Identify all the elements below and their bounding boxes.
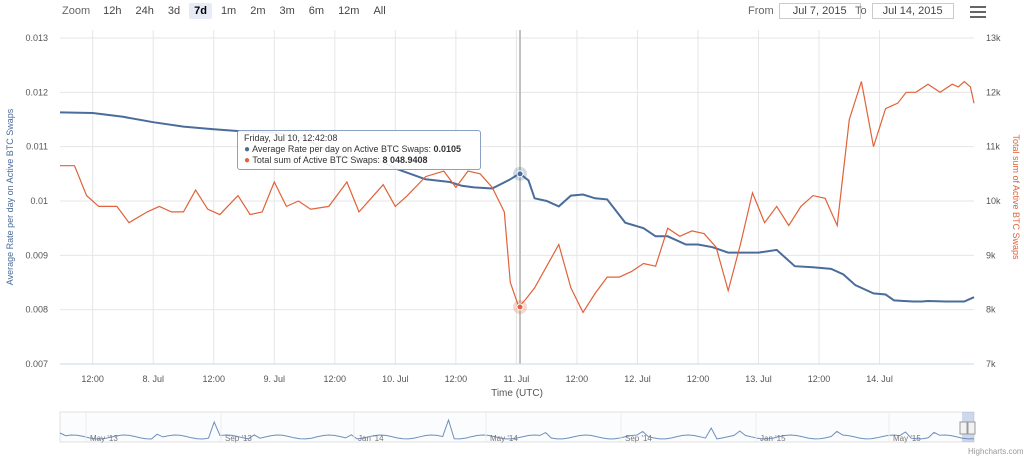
tooltip-rate-value: 0.0105 (433, 144, 462, 154)
from-date-input[interactable]: Jul 7, 2015 (778, 3, 861, 19)
y-left-tick-label: 0.009 (25, 250, 48, 260)
y-left-axis-title: Average Rate per day on Active BTC Swaps (5, 108, 15, 285)
x-tick-label: 11. Jul (503, 374, 529, 384)
series-layer (59, 80, 975, 315)
zoom-button-24h[interactable]: 24h (135, 5, 154, 17)
x-tick-label: 12:00 (202, 374, 225, 384)
navigator-tick-label: Sep '13 (225, 434, 252, 443)
y-right-tick-label: 12k (986, 87, 1001, 97)
x-tick-label: 12:00 (81, 374, 104, 384)
tooltip-rate-label: Average Rate per day on Active BTC Swaps… (252, 144, 434, 154)
highlight-point-total (516, 303, 524, 311)
zoom-bar: Zoom 12h 24h 3d 7d 1m 2m 3m 6m 12m All (62, 2, 391, 20)
x-tick-label: 13. Jul (745, 374, 772, 384)
y-right-tick-label: 8k (986, 305, 996, 315)
zoom-button-3d[interactable]: 3d (167, 5, 181, 17)
y-left-tick-label: 0.011 (26, 142, 48, 152)
x-tick-label: 12. Jul (624, 374, 651, 384)
navigator-tick-label: Sep '14 (625, 434, 652, 443)
highlight-point-rate (516, 170, 524, 178)
hamburger-menu-icon[interactable] (970, 6, 986, 18)
zoom-button-12h[interactable]: 12h (103, 5, 122, 17)
y-right-tick-label: 9k (986, 250, 996, 260)
navigator-tick-label: May '13 (90, 434, 118, 443)
navigator-series (59, 418, 975, 440)
y-right-tick-label: 10k (986, 196, 1001, 206)
navigator-tick-label: Jan '15 (760, 434, 786, 443)
y-left-tick-label: 0.013 (25, 33, 48, 43)
x-tick-label: 12:00 (566, 374, 589, 384)
to-label: To (855, 5, 867, 17)
to-date-input[interactable]: Jul 14, 2015 (871, 3, 954, 19)
tooltip: Friday, Jul 10, 12:42:08 ● Average Rate … (237, 130, 481, 170)
zoom-button-3m[interactable]: 3m (279, 5, 295, 17)
navigator-tick-label: May '15 (893, 434, 921, 443)
from-label: From (748, 5, 774, 17)
zoom-button-12m[interactable]: 12m (338, 5, 360, 17)
tooltip-row-rate: ● Average Rate per day on Active BTC Swa… (244, 144, 462, 155)
y-right-tick-label: 11k (986, 142, 1000, 152)
y-left-tick-label: 0.008 (25, 305, 48, 315)
navigator-tick-label: May '14 (490, 434, 518, 443)
range-to: To Jul 14, 2015 (855, 3, 954, 19)
y-left-tick-label: 0.012 (25, 87, 48, 97)
x-tick-label: 10. Jul (382, 374, 409, 384)
series-line-rate (59, 111, 975, 303)
navigator-tick-label: Jan '14 (358, 434, 384, 443)
credits[interactable]: Highcharts.com (968, 447, 1024, 456)
grid (60, 30, 974, 365)
zoom-buttons: 12h 24h 3d 7d 1m 2m 3m 6m 12m All (98, 3, 391, 19)
y-left-tick-label: 0.007 (25, 359, 48, 369)
axes: 12:00 8. Jul 12:00 9. Jul 12:00 10. Jul 12:00 1… (5, 33, 1021, 399)
y-right-tick-label: 13k (986, 33, 1001, 43)
tooltip-header: Friday, Jul 10, 12:42:08 (244, 133, 338, 143)
zoom-button-1m[interactable]: 1m (220, 5, 237, 17)
navigator: May '13 Sep '13 Jan '14 May '14 Sep '14 Jan '… (59, 411, 976, 443)
tooltip-row-total: ● Total sum of Active BTC Swaps: 8 048.9… (244, 155, 428, 166)
zoom-label: Zoom (62, 5, 91, 17)
x-tick-label: 14. Jul (866, 374, 893, 384)
tooltip-total-label: Total sum of Active BTC Swaps: (252, 155, 383, 165)
zoom-button-7d[interactable]: 7d (189, 3, 212, 19)
zoom-button-2m[interactable]: 2m (250, 5, 266, 17)
zoom-button-6m[interactable]: 6m (308, 5, 325, 17)
range-from: From Jul 7, 2015 (748, 3, 861, 19)
x-tick-label: 12:00 (324, 374, 347, 384)
navigator-handle-left[interactable] (959, 421, 968, 435)
x-tick-label: 12:00 (687, 374, 710, 384)
y-right-tick-label: 7k (986, 359, 996, 369)
series-line-total (60, 80, 975, 314)
navigator-handle-right[interactable] (967, 421, 976, 435)
y-left-tick-label: 0.01 (30, 196, 48, 206)
zoom-button-All[interactable]: All (373, 5, 386, 17)
x-axis-title: Time (UTC) (491, 388, 543, 399)
tooltip-total-value: 8 048.9408 (382, 155, 428, 165)
x-tick-label: 12:00 (808, 374, 831, 384)
x-tick-label: 9. Jul (264, 374, 286, 384)
x-tick-label: 12:00 (445, 374, 468, 384)
x-tick-label: 8. Jul (142, 374, 164, 384)
y-right-axis-title: Total sum of Active BTC Swaps (1011, 134, 1021, 260)
